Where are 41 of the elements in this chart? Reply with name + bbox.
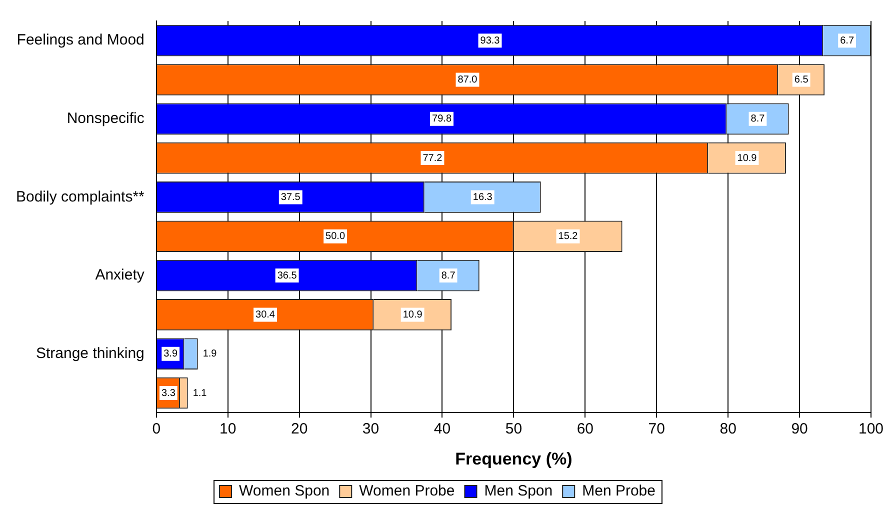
data-label: 93.3 — [480, 35, 500, 46]
data-label: 3.9 — [164, 348, 178, 360]
data-label: 10.9 — [402, 309, 423, 320]
data-label: 77.2 — [422, 152, 443, 164]
x-tick-label: 10 — [220, 420, 236, 438]
legend-label: Women Spon — [239, 482, 330, 500]
legend-label: Men Spon — [484, 482, 553, 500]
legend-label: Women Probe — [359, 482, 455, 500]
x-tick-label: 90 — [791, 420, 808, 438]
data-label: 30.4 — [256, 309, 276, 320]
data-label: 8.7 — [750, 114, 766, 125]
data-label: 1.9 — [202, 348, 218, 360]
x-tick-label: 0 — [152, 420, 161, 438]
data-label: 8.7 — [441, 270, 456, 282]
x-tick-label: 60 — [576, 420, 594, 438]
x-tick-label: 50 — [505, 420, 522, 438]
y-tick-label: Strange thinking — [36, 345, 144, 362]
data-label: 79.8 — [432, 114, 452, 125]
data-label: 1.1 — [192, 388, 208, 399]
data-label: 50.0 — [326, 231, 346, 242]
data-label: 10.9 — [737, 152, 758, 164]
x-tick-label: 40 — [434, 420, 451, 438]
data-label: 3.3 — [161, 388, 176, 399]
x-tick-label: 20 — [290, 420, 308, 438]
data-label: 15.2 — [558, 231, 578, 242]
x-tick-label: 30 — [362, 420, 380, 438]
y-tick-label: Anxiety — [95, 266, 145, 284]
x-tick-label: 70 — [648, 420, 665, 438]
data-label: 16.3 — [472, 192, 493, 203]
x-axis-title: Frequency (%) — [455, 449, 572, 468]
x-tick-label: 100 — [858, 420, 884, 438]
y-tick-label: Nonspecific — [66, 110, 145, 128]
data-label: 6.7 — [840, 35, 854, 46]
y-tick-label: Bodily complaints** — [16, 188, 145, 206]
x-tick-label: 80 — [720, 420, 736, 438]
data-label: 37.5 — [280, 192, 301, 203]
data-label: 87.0 — [458, 74, 478, 86]
y-tick-label: Feelings and Mood — [16, 32, 144, 49]
data-label: 6.5 — [794, 74, 809, 86]
legend-label: Men Probe — [582, 482, 656, 500]
data-label: 36.5 — [277, 270, 298, 282]
